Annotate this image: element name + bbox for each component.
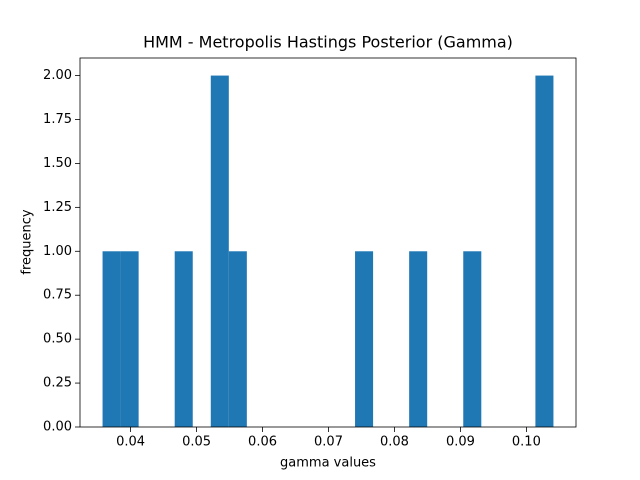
y-tick-label: 1.50 — [43, 156, 72, 171]
y-tick-label: 2.00 — [43, 68, 72, 83]
x-tick-label: 0.05 — [182, 435, 211, 450]
bar — [463, 251, 482, 427]
axes-frame — [79, 57, 577, 428]
chart-title: HMM - Metropolis Hastings Posterior (Gam… — [143, 33, 513, 52]
bar — [409, 251, 428, 427]
y-tick-label: 1.25 — [43, 200, 72, 215]
x-tick-label: 0.09 — [446, 435, 475, 450]
y-tick-label: 1.00 — [43, 244, 72, 259]
bar — [228, 251, 247, 427]
bar — [210, 75, 229, 428]
bar — [120, 251, 139, 427]
y-tick-label: 0.50 — [43, 332, 72, 347]
x-tick-label: 0.10 — [512, 435, 541, 450]
bar — [174, 251, 193, 427]
x-tick-label: 0.08 — [380, 435, 409, 450]
bar — [535, 75, 554, 428]
y-tick-label: 0.00 — [43, 420, 72, 435]
bar — [102, 251, 121, 427]
x-tick-label: 0.04 — [116, 435, 145, 450]
y-tick-label: 1.75 — [43, 112, 72, 127]
y-tick-label: 0.25 — [43, 376, 72, 391]
x-tick-label: 0.07 — [314, 435, 343, 450]
y-tick-label: 0.75 — [43, 288, 72, 303]
x-axis-label: gamma values — [280, 456, 376, 471]
bar — [355, 251, 374, 427]
x-tick-label: 0.06 — [248, 435, 277, 450]
y-axis-label: frequency — [20, 209, 35, 275]
